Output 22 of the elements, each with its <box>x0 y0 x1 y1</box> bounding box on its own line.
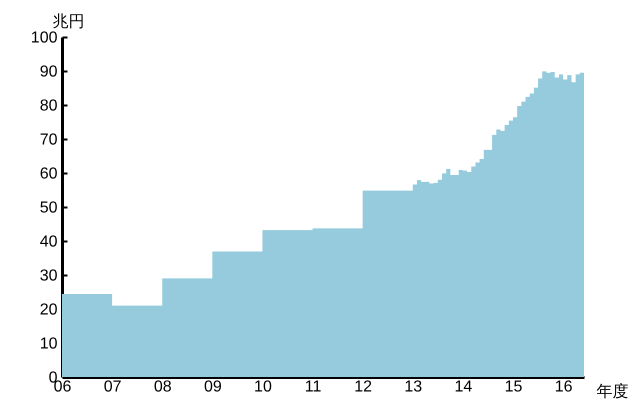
y-tick-label: 100 <box>30 30 58 46</box>
x-tick-label: 14 <box>454 378 472 396</box>
y-tick-label: 20 <box>40 302 58 318</box>
x-tick-label: 16 <box>554 378 573 396</box>
y-tick-label: 60 <box>40 166 58 182</box>
x-tick-label: 07 <box>104 378 122 396</box>
x-tick-label: 08 <box>154 378 172 396</box>
y-tick-label: 10 <box>40 336 58 352</box>
x-tick-label: 13 <box>404 378 422 396</box>
y-tick-label: 40 <box>40 234 58 250</box>
x-tick-label: 12 <box>354 378 372 396</box>
x-tick-label: 10 <box>254 378 272 396</box>
x-tick-label: 15 <box>504 378 522 396</box>
y-tick-label: 30 <box>40 268 58 284</box>
y-axis-title: 兆円 <box>52 12 84 30</box>
y-tick-label: 90 <box>40 64 58 80</box>
y-tick-label: 50 <box>40 200 58 216</box>
x-tick-label: 09 <box>204 378 222 396</box>
y-tick-label: 80 <box>40 98 58 114</box>
x-axis-title: 年度 <box>596 382 628 400</box>
x-tick-label: 11 <box>304 378 322 396</box>
y-tick-label: 70 <box>40 132 58 148</box>
